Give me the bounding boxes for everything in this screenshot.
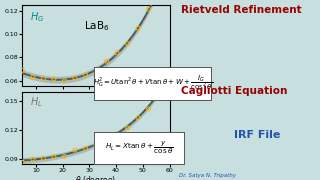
Point [72,76,77,79]
Text: Cagliotti Equation: Cagliotti Equation [181,86,287,96]
Text: $H_L = X\tan\theta + \dfrac{y}{\cos\theta}$: $H_L = X\tan\theta + \dfrac{y}{\cos\thet… [105,139,173,156]
Point [135,116,140,119]
Point [52,78,57,80]
Text: Dr. Satya N. Tripathy: Dr. Satya N. Tripathy [179,173,236,178]
Text: LaB$_6$: LaB$_6$ [84,20,110,33]
Point [104,136,109,139]
Point [146,8,151,11]
Text: IRF File: IRF File [234,130,280,140]
Point [30,76,36,78]
Point [41,157,46,160]
Point [135,27,140,30]
Point [41,77,46,80]
Point [115,51,120,54]
Point [167,73,172,76]
Point [93,143,99,146]
Point [146,107,151,110]
Point [20,69,25,72]
Point [125,127,130,129]
Point [62,155,67,158]
Point [93,71,99,74]
Point [20,161,25,164]
Point [83,147,88,150]
Point [83,73,88,76]
Point [30,158,36,161]
Text: Rietveld Refinement: Rietveld Refinement [181,5,301,15]
Text: $H_G^2 = U\tan^2\theta + V\tan\theta + W + \dfrac{I_G}{\cos^2\theta}$: $H_G^2 = U\tan^2\theta + V\tan\theta + W… [93,73,213,92]
Point [104,60,109,63]
Point [125,42,130,45]
Point [156,90,162,93]
Point [62,79,67,82]
X-axis label: $\theta$ (degree): $\theta$ (degree) [75,174,117,180]
Point [72,148,77,151]
Text: $H_G$: $H_G$ [30,10,44,24]
Text: $H_L$: $H_L$ [30,95,43,109]
Point [52,155,57,158]
Point [115,132,120,135]
